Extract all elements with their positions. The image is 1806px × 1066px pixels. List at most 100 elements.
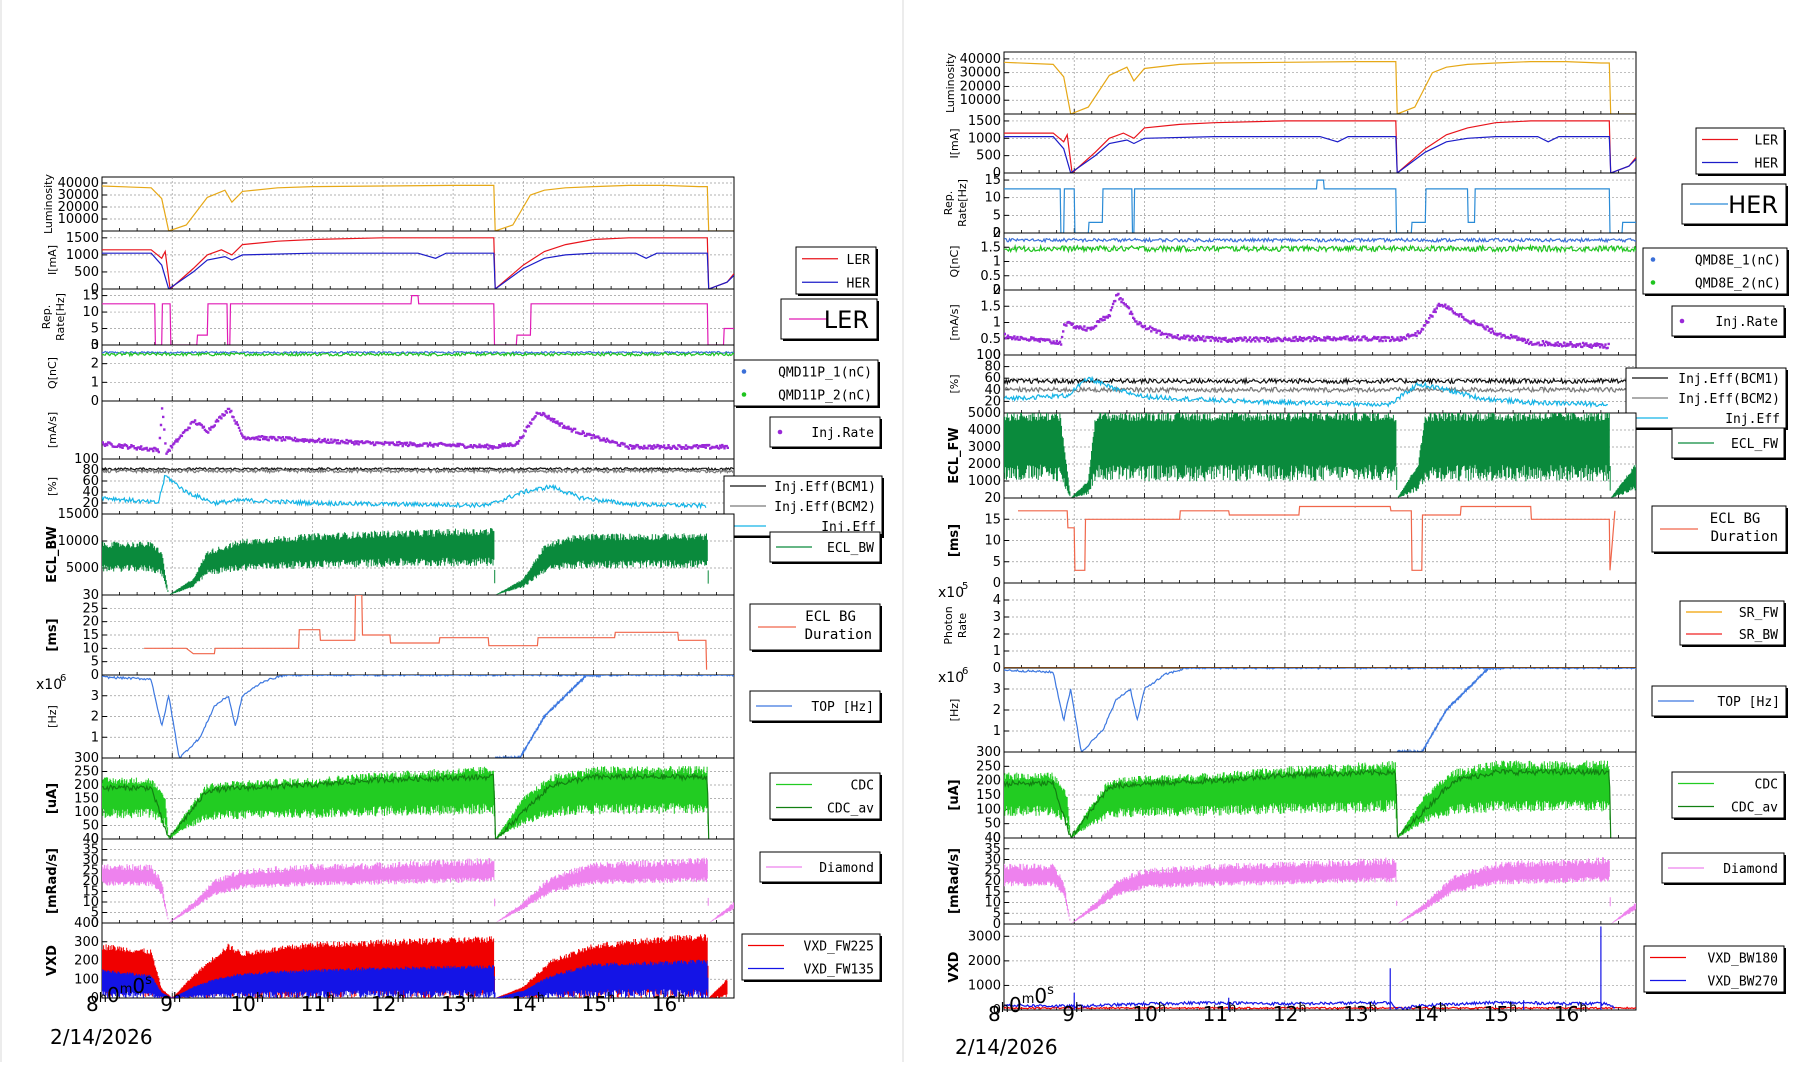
y-tick-label: 15: [984, 173, 1001, 188]
y-exponent-power: 6: [60, 673, 66, 684]
y-tick-label: 200: [976, 774, 1001, 789]
legend-q: QMD8E_1(nC)QMD8E_2(nC): [1643, 248, 1789, 296]
y-axis-label: I[mA]: [46, 245, 59, 275]
y-axis-label: [uA]: [947, 779, 962, 810]
y-tick-label: 40: [984, 831, 1001, 846]
legend-swatch: [742, 369, 747, 374]
legend-label: QMD11P_2(nC): [778, 389, 872, 404]
y-tick-label: 3: [91, 338, 99, 353]
legend-label: ECL BG: [805, 609, 856, 625]
panel-inj: [mA/s] Inj.Rate: [46, 401, 882, 459]
y-tick-label: 5: [993, 555, 1001, 570]
legend-rep: LER: [781, 299, 879, 341]
legend-label: VXD_FW225: [804, 940, 874, 955]
y-exponent: x10: [938, 585, 964, 601]
y-tick-label: 25: [82, 601, 99, 616]
panel-frame: [1004, 583, 1636, 668]
legend-label: HER: [1755, 157, 1779, 172]
y-tick-label: 5: [91, 322, 99, 337]
y-tick-label: 3: [993, 682, 1001, 697]
panel-frame: [1004, 114, 1636, 173]
y-axis-label: [mRad/s]: [45, 848, 60, 914]
legend-label: SR_BW: [1739, 628, 1778, 643]
legend-label: SR_FW: [1739, 606, 1778, 621]
y-tick-label: 15: [82, 289, 99, 304]
legend-label: Inj.Eff: [1725, 412, 1780, 427]
y-axis-label: Rate: [956, 613, 969, 638]
y-axis-label: VXD: [45, 945, 60, 976]
legend-top: TOP [Hz]: [750, 691, 882, 723]
y-tick-label: 1000: [968, 131, 1001, 146]
legend-label: LER: [824, 306, 869, 334]
y-tick-label: 250: [976, 759, 1001, 774]
panel-frame: [1004, 173, 1636, 233]
y-tick-label: 2: [91, 357, 99, 372]
y-tick-label: 300: [74, 751, 99, 766]
y-tick-label: 100: [976, 348, 1001, 363]
legend-label: Inj.Eff(BCM2): [1678, 392, 1780, 407]
legend-label: Inj.Eff(BCM1): [1678, 372, 1780, 387]
legend-swatch: [1651, 280, 1656, 285]
y-tick-label: 4: [993, 593, 1001, 608]
y-tick-label: 1500: [968, 114, 1001, 129]
legend-rep: HER: [1682, 184, 1788, 226]
y-tick-label: 10000: [960, 93, 1001, 108]
y-tick-label: 3: [91, 689, 99, 704]
legend-label: CDC: [851, 779, 874, 794]
y-tick-label: 200: [74, 778, 99, 793]
panel-frame: [1004, 924, 1636, 1010]
y-axis-label: [%]: [948, 374, 961, 393]
y-tick-label: 3: [993, 610, 1001, 625]
y-tick-label: 5: [91, 655, 99, 670]
y-tick-label: 1.5: [980, 240, 1001, 255]
y-tick-label: 10: [984, 191, 1001, 206]
y-axis-label: Rate[Hz]: [956, 179, 969, 227]
y-tick-label: 20000: [960, 79, 1001, 94]
y-axis-label: VXD: [947, 951, 962, 982]
y-tick-label: 2000: [968, 457, 1001, 472]
y-axis-label: [mRad/s]: [947, 848, 962, 914]
y-axis-label: I[mA]: [948, 128, 961, 158]
y-tick-label: 5000: [66, 561, 99, 576]
y-tick-label: 2: [993, 226, 1001, 241]
y-exponent: x10: [36, 677, 62, 693]
y-tick-label: 1000: [968, 978, 1001, 993]
legend-swatch: [742, 392, 747, 397]
y-tick-label: 1: [993, 255, 1001, 270]
y-tick-label: 0: [993, 661, 1001, 676]
y-tick-label: 1500: [66, 231, 99, 246]
legend-label: LER: [847, 253, 871, 268]
y-tick-label: 1000: [968, 474, 1001, 489]
x-tick-label: 13h: [441, 991, 475, 1016]
y-axis-label: [mA/s]: [46, 412, 59, 448]
x-tick-label: 11h: [301, 991, 335, 1016]
y-tick-label: 1: [993, 644, 1001, 659]
legend-label: TOP [Hz]: [1717, 695, 1780, 710]
y-tick-label: 100: [74, 805, 99, 820]
legend-label: CDC_av: [827, 802, 874, 817]
y-tick-label: 30: [82, 588, 99, 603]
y-axis-label: Rate[Hz]: [54, 293, 67, 341]
y-exponent-power: 5: [962, 581, 968, 592]
legend-ecl: ECL_FW: [1672, 428, 1786, 460]
legend-label: ECL_BW: [827, 541, 874, 556]
x-tick-label: 14h: [1413, 1001, 1447, 1026]
y-tick-label: 15: [82, 628, 99, 643]
date-label: 2/14/2026: [50, 1025, 153, 1049]
x-tick-label: 16h: [652, 991, 686, 1016]
legend-inj: Inj.Rate: [770, 417, 882, 449]
legend-eff: Inj.Eff(BCM1) Inj.Eff(BCM2) Inj.Eff: [1626, 368, 1788, 430]
her-chart: 10000200003000040000Luminosity0500100015…: [938, 52, 1789, 1059]
legend-label: CDC_av: [1731, 801, 1778, 816]
